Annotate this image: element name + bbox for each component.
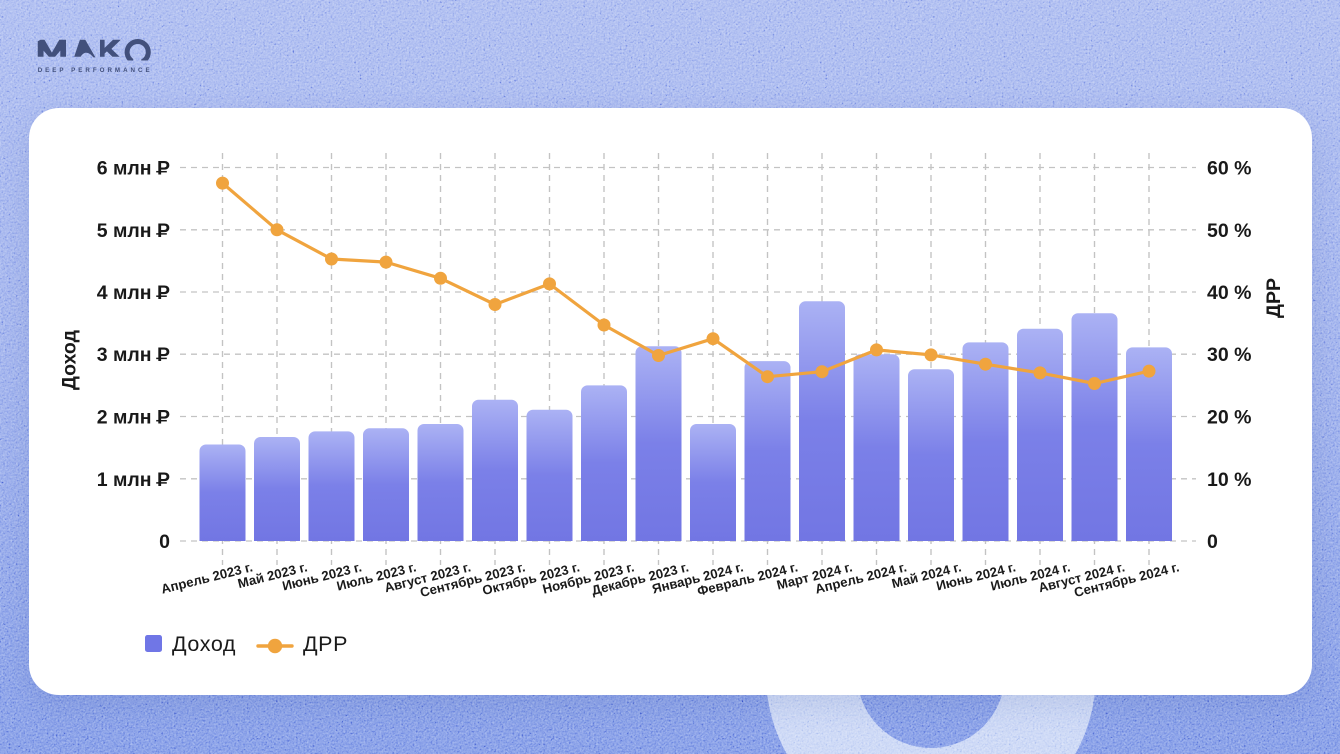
svg-text:60 %: 60 % [1207, 158, 1251, 180]
svg-text:10 %: 10 % [1207, 469, 1251, 491]
svg-text:0: 0 [1207, 531, 1218, 553]
svg-text:50 %: 50 % [1207, 220, 1251, 242]
svg-text:30 %: 30 % [1207, 344, 1251, 366]
svg-text:5 млн Р: 5 млн Р [97, 220, 170, 242]
svg-text:0: 0 [159, 531, 170, 553]
svg-text:6 млн Р: 6 млн Р [97, 158, 170, 180]
svg-text:4 млн Р: 4 млн Р [97, 282, 170, 304]
svg-text:3 млн Р: 3 млн Р [97, 344, 170, 366]
svg-text:2 млн Р: 2 млн Р [97, 407, 170, 429]
svg-text:Доход: Доход [59, 329, 81, 390]
svg-text:40 %: 40 % [1207, 282, 1251, 304]
svg-text:1 млн Р: 1 млн Р [97, 469, 170, 491]
svg-text:DEEP PERFORMANCE: DEEP PERFORMANCE [38, 67, 153, 74]
svg-text:ДРР: ДРР [303, 632, 348, 656]
svg-text:ДРР: ДРР [1263, 278, 1285, 318]
svg-text:Доход: Доход [172, 632, 236, 656]
svg-text:20 %: 20 % [1207, 407, 1251, 429]
